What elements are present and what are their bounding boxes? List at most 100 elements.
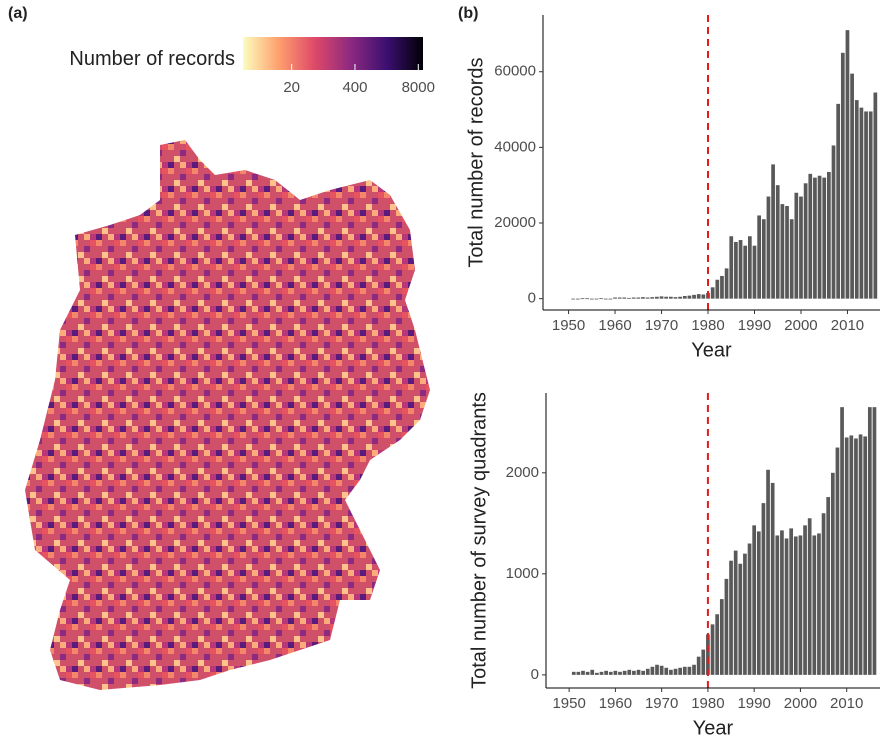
bar	[650, 297, 655, 299]
bar	[835, 447, 840, 675]
bar	[803, 183, 808, 299]
bar	[780, 530, 784, 675]
bar	[859, 107, 864, 299]
bar	[664, 667, 669, 675]
bar	[617, 297, 622, 299]
bar	[836, 103, 841, 299]
y-tick-label: 40000	[494, 138, 536, 155]
bar	[585, 671, 590, 675]
bar	[608, 671, 613, 675]
bar	[789, 219, 794, 299]
bar	[785, 205, 789, 299]
bar	[664, 296, 669, 299]
bar	[793, 536, 798, 675]
bar	[668, 296, 673, 299]
bar	[622, 670, 627, 675]
bar	[599, 671, 604, 675]
x-tick-label: 1960	[599, 695, 632, 712]
bar	[696, 656, 701, 675]
bar	[803, 525, 807, 675]
bar	[822, 177, 827, 299]
bar	[807, 518, 812, 675]
bar	[696, 294, 701, 299]
x-tick-label: 1980	[691, 317, 724, 334]
bar	[867, 407, 872, 675]
bar	[812, 535, 817, 675]
bar	[659, 296, 664, 299]
bar	[724, 268, 729, 299]
bar	[645, 297, 650, 299]
colorbar-tick-label: 20	[283, 79, 300, 96]
y-tick-label: 0	[531, 666, 539, 683]
bar	[687, 295, 692, 299]
panel-label: (b)	[458, 5, 478, 22]
bar	[599, 298, 603, 300]
bar	[826, 497, 831, 675]
bar	[720, 275, 724, 299]
y-tick-label: 1000	[506, 565, 539, 582]
bar	[627, 297, 631, 299]
bar	[706, 634, 710, 675]
bar	[678, 667, 683, 675]
bar	[673, 297, 678, 299]
bar	[794, 192, 799, 299]
bar	[655, 296, 659, 299]
bar	[571, 298, 576, 300]
germany-map	[25, 140, 430, 690]
bar	[682, 666, 687, 675]
y-tick-label: 2000	[506, 464, 539, 481]
bar	[589, 298, 594, 300]
bar	[747, 236, 752, 299]
bar	[798, 535, 803, 675]
bar	[868, 111, 873, 299]
bar	[771, 164, 775, 299]
bar	[571, 671, 576, 675]
bar	[590, 669, 595, 675]
bar	[724, 578, 729, 675]
x-tick-label: 1990	[738, 317, 771, 334]
bar	[618, 671, 622, 675]
bar	[821, 513, 826, 675]
bar	[743, 553, 747, 675]
bar	[831, 145, 836, 299]
x-tick-label: 1970	[645, 317, 678, 334]
bar	[641, 670, 645, 675]
bar	[669, 669, 673, 675]
bar	[766, 196, 771, 299]
bar	[715, 614, 720, 675]
bar	[604, 670, 608, 675]
bar	[613, 297, 617, 299]
bar	[701, 294, 706, 299]
bar	[863, 436, 868, 675]
bar	[673, 668, 678, 675]
bar	[636, 297, 641, 299]
y-tick-label: 20000	[494, 214, 536, 231]
bar	[770, 482, 775, 675]
bar	[719, 599, 724, 675]
x-tick-label: 1990	[737, 695, 770, 712]
bar	[738, 240, 743, 299]
bar	[580, 298, 585, 300]
bar	[761, 503, 766, 675]
bar	[854, 438, 858, 675]
bar	[780, 204, 785, 299]
bar	[813, 177, 817, 299]
y-axis-title: Total number of records	[465, 57, 487, 267]
bar	[631, 297, 636, 299]
colorbar	[243, 37, 423, 70]
bar	[692, 294, 696, 299]
x-tick-label: 1950	[552, 695, 585, 712]
bar	[827, 171, 831, 299]
bar	[608, 298, 613, 300]
bar	[840, 407, 844, 675]
bar	[752, 525, 757, 675]
x-tick-label: 2010	[830, 695, 863, 712]
x-axis-title: Year	[691, 339, 732, 361]
bar	[752, 245, 757, 299]
bar	[710, 624, 715, 675]
x-tick-label: 2000	[784, 695, 817, 712]
bar	[655, 664, 659, 675]
bar	[701, 649, 706, 675]
bar	[830, 472, 835, 675]
